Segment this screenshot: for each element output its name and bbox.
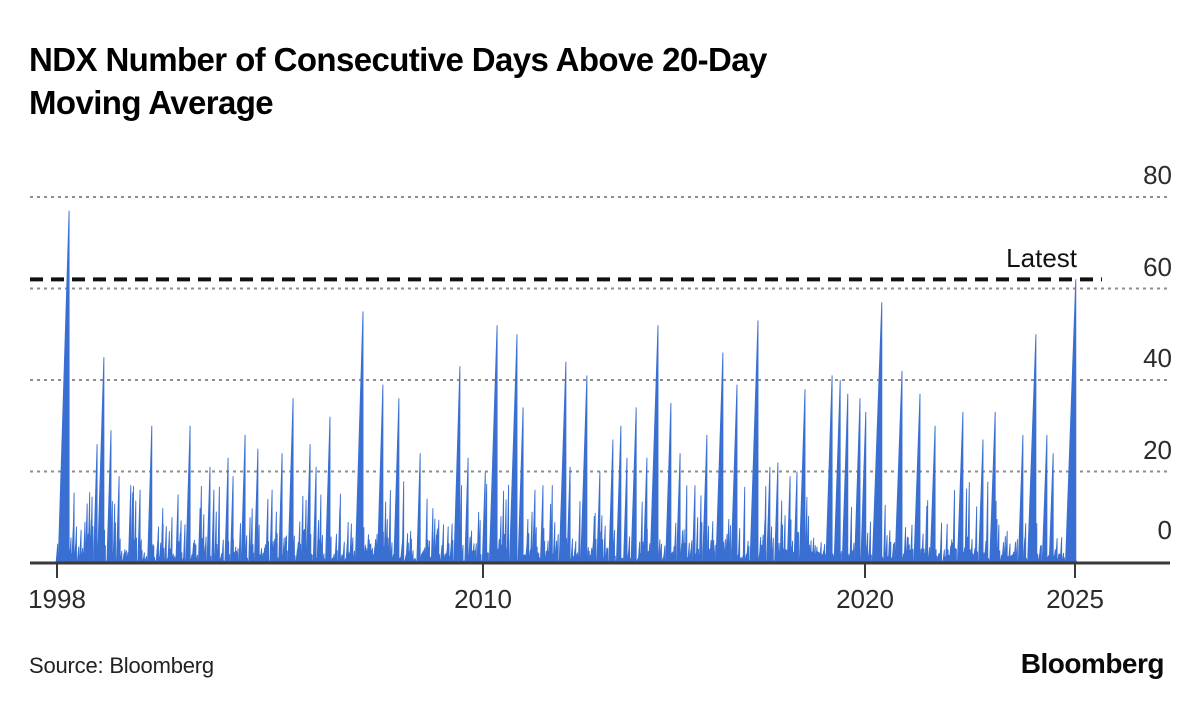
latest-label: Latest bbox=[1006, 243, 1077, 274]
x-axis-label: 1998 bbox=[28, 584, 86, 614]
x-axis-label: 2020 bbox=[836, 584, 894, 614]
chart-title-line2: Moving Average bbox=[29, 84, 274, 121]
y-axis-label: 60 bbox=[1143, 251, 1172, 282]
streak-series bbox=[55, 210, 1077, 564]
y-axis-label: 40 bbox=[1143, 343, 1172, 373]
x-axis-label: 2025 bbox=[1046, 584, 1104, 614]
chart-title: NDX Number of Consecutive Days Above 20-… bbox=[29, 38, 767, 124]
y-axis-label: 0 bbox=[1157, 515, 1172, 545]
x-axis-label: 2010 bbox=[454, 584, 512, 614]
y-axis-label: 80 bbox=[1143, 160, 1172, 190]
source-note: Source: Bloomberg bbox=[29, 653, 214, 678]
bloomberg-logo: Bloomberg bbox=[1020, 648, 1165, 679]
chart-title-line1: NDX Number of Consecutive Days Above 20-… bbox=[29, 41, 767, 78]
y-axis-label: 20 bbox=[1143, 434, 1172, 465]
